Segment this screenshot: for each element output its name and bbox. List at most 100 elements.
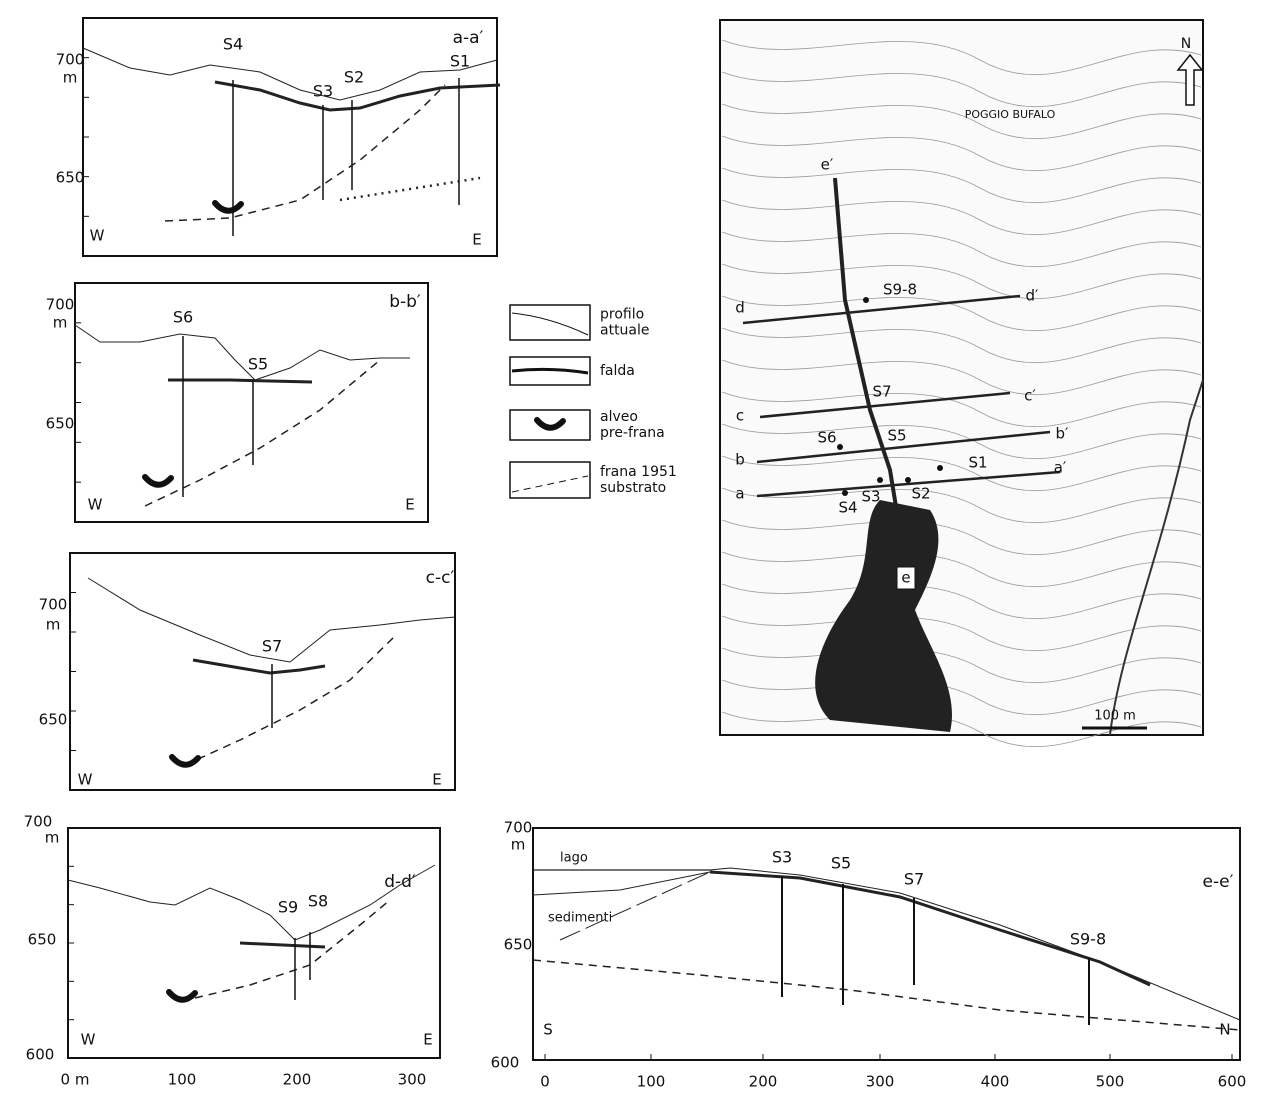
legend-label: frana 1951 bbox=[600, 464, 677, 480]
x-label: 200 bbox=[749, 1073, 778, 1091]
map-label: c bbox=[736, 407, 744, 425]
section-label: d-d′ bbox=[384, 872, 416, 892]
borehole-label: S3 bbox=[772, 848, 792, 867]
place-name: POGGIO BUFALO bbox=[965, 108, 1056, 121]
y-label: m bbox=[63, 69, 78, 87]
legend-label: attuale bbox=[600, 323, 650, 339]
legend-box bbox=[510, 462, 590, 498]
y-label: 650 bbox=[504, 936, 533, 954]
panel-frame bbox=[533, 828, 1240, 1060]
y-label: 700 bbox=[39, 596, 68, 614]
north-label: N bbox=[1181, 36, 1191, 52]
map-label: a bbox=[735, 485, 744, 503]
section-label: c-c′ bbox=[426, 568, 455, 588]
y-label: m bbox=[45, 829, 60, 847]
y-label: 600 bbox=[491, 1054, 520, 1072]
borehole-label: S5 bbox=[831, 854, 851, 873]
y-label: 700 bbox=[504, 819, 533, 837]
sediment-base bbox=[560, 872, 710, 940]
y-label: 650 bbox=[39, 711, 68, 729]
east-label: E bbox=[423, 1031, 432, 1049]
legend-swatch bbox=[512, 476, 588, 492]
legend-swatch bbox=[512, 313, 588, 335]
y-label: m bbox=[46, 616, 61, 634]
alveo-mark bbox=[172, 757, 198, 765]
panel-frame bbox=[83, 18, 497, 256]
borehole-label: S7 bbox=[904, 870, 924, 889]
map-label: S1 bbox=[968, 454, 987, 472]
west-label: W bbox=[90, 227, 105, 245]
legend-box bbox=[510, 305, 590, 340]
borehole-label: S2 bbox=[344, 68, 364, 87]
map-label: b bbox=[735, 451, 745, 469]
map-label: S6 bbox=[817, 429, 836, 447]
map-label: d′ bbox=[1026, 287, 1040, 305]
north-label: N bbox=[1219, 1021, 1230, 1039]
water-table bbox=[193, 660, 325, 673]
east-label: E bbox=[405, 496, 414, 514]
map-label: S5 bbox=[887, 427, 906, 445]
y-label: 600 bbox=[26, 1046, 55, 1064]
map-label: S3 bbox=[861, 488, 880, 506]
x-label: 500 bbox=[1096, 1073, 1125, 1091]
borehole-label: S8 bbox=[308, 892, 328, 911]
x-label: 100 bbox=[637, 1073, 666, 1091]
legend-label: alveo bbox=[600, 409, 638, 425]
borehole-dot bbox=[877, 477, 883, 483]
borehole-label: S3 bbox=[313, 82, 333, 101]
map-label: e bbox=[901, 569, 910, 587]
borehole-label: S4 bbox=[223, 35, 243, 54]
legend-label: substrato bbox=[600, 480, 666, 496]
x-label: 300 bbox=[398, 1071, 427, 1089]
borehole-label: S9-8 bbox=[1070, 930, 1106, 949]
borehole-label: S6 bbox=[173, 308, 193, 327]
borehole-dot bbox=[937, 465, 943, 471]
water-table bbox=[710, 872, 1150, 985]
substrate bbox=[185, 636, 395, 765]
y-label: 650 bbox=[46, 415, 75, 433]
x-label: 600 bbox=[1218, 1073, 1247, 1091]
y-label: m bbox=[511, 836, 526, 854]
borehole-label: S9 bbox=[278, 898, 298, 917]
x-label: 0 m bbox=[61, 1071, 90, 1089]
section-label: a-a′ bbox=[453, 28, 484, 48]
y-label: 700 bbox=[56, 51, 85, 69]
borehole-dot bbox=[863, 297, 869, 303]
west-label: W bbox=[78, 771, 93, 789]
alveo-mark bbox=[145, 477, 171, 485]
alveo-mark bbox=[169, 992, 195, 1000]
map-label: b′ bbox=[1056, 425, 1070, 443]
borehole-dot bbox=[837, 444, 843, 450]
sediment-label: sedimenti bbox=[548, 911, 612, 926]
alveo-mark bbox=[215, 203, 241, 211]
water-table bbox=[168, 380, 312, 382]
legend-swatch bbox=[512, 369, 588, 373]
ground-profile bbox=[83, 48, 497, 100]
x-label: 400 bbox=[981, 1073, 1010, 1091]
east-label: E bbox=[432, 771, 441, 789]
map-label: S9-8 bbox=[883, 281, 917, 299]
south-label: S bbox=[543, 1021, 553, 1039]
sediment-top bbox=[533, 872, 710, 895]
map-label: d bbox=[735, 299, 745, 317]
map-label: c′ bbox=[1024, 387, 1036, 405]
lake-label: lago bbox=[560, 851, 588, 866]
borehole-dot bbox=[905, 477, 911, 483]
map-label: e′ bbox=[821, 156, 834, 174]
water-table bbox=[240, 943, 325, 947]
y-label: 650 bbox=[56, 169, 85, 187]
map-label: S7 bbox=[872, 383, 891, 401]
legend-label: pre-frana bbox=[600, 425, 665, 441]
borehole-label: S7 bbox=[262, 637, 282, 656]
x-label: 300 bbox=[866, 1073, 895, 1091]
figure: 700m650WEa-a′S4S3S2S1700m650WEb-b′S6S570… bbox=[0, 0, 1262, 1098]
scale-label: 100 m bbox=[1094, 709, 1136, 724]
y-label: 700 bbox=[46, 296, 75, 314]
legend-label: falda bbox=[600, 363, 635, 379]
x-label: 200 bbox=[283, 1071, 312, 1089]
x-label: 0 bbox=[540, 1073, 550, 1091]
ground-profile bbox=[75, 325, 410, 380]
section-label: e-e′ bbox=[1203, 872, 1234, 892]
y-label: 650 bbox=[28, 931, 57, 949]
ground-profile bbox=[710, 868, 1240, 1020]
